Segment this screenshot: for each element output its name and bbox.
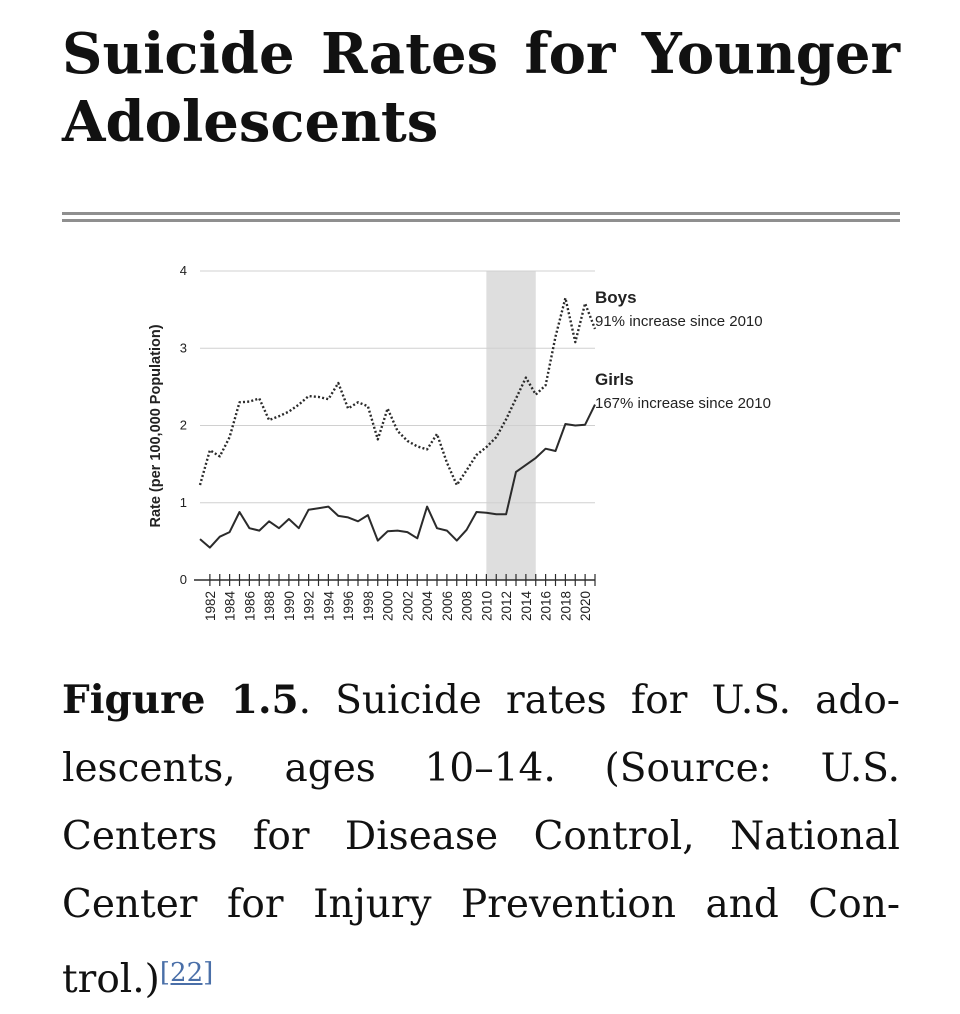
x-tick-label: 2010 bbox=[479, 591, 494, 621]
x-tick-label: 2008 bbox=[460, 591, 475, 621]
x-tick-label: 1990 bbox=[282, 591, 297, 621]
series-line-girls bbox=[199, 404, 596, 549]
suicide-rates-chart: 0 1 2 3 4 1982 1984 1986 1988 1990 1992 1994 1996 19… bbox=[148, 263, 771, 622]
x-tick-label: 1986 bbox=[242, 591, 257, 621]
x-tick-label: 1994 bbox=[321, 591, 336, 622]
x-tick-label: 2002 bbox=[400, 591, 415, 621]
title-rule-bottom bbox=[62, 219, 900, 222]
figure-label: Figure 1.5 bbox=[62, 677, 299, 723]
legend-title-boys: Boys bbox=[595, 288, 637, 307]
y-tick-label: 4 bbox=[180, 263, 187, 278]
x-tick-label: 1984 bbox=[223, 591, 238, 622]
legend-title-girls: Girls bbox=[595, 370, 634, 389]
y-axis-label: Rate (per 100,000 Population) bbox=[148, 324, 164, 527]
x-tick-label: 2014 bbox=[519, 591, 534, 622]
x-tick-label: 2016 bbox=[539, 591, 554, 621]
x-tick-label: 2020 bbox=[578, 591, 593, 621]
x-tick-label: 1996 bbox=[341, 591, 356, 621]
x-tick-label: 1988 bbox=[262, 591, 277, 621]
y-tick-label: 3 bbox=[180, 340, 187, 355]
y-tick-label: 0 bbox=[180, 572, 187, 587]
x-tick-label: 1982 bbox=[203, 591, 218, 621]
title-rule-top bbox=[62, 212, 900, 215]
caption-text: . Suicide rates for U.S. ado-lescents, a… bbox=[62, 678, 900, 1002]
section-title: Suicide Rates for Younger Adolescents bbox=[62, 21, 900, 155]
x-tick-label: 1992 bbox=[302, 591, 317, 621]
x-tick-label: 2004 bbox=[420, 591, 435, 622]
y-tick-label: 1 bbox=[180, 495, 187, 510]
x-tick-label: 1998 bbox=[361, 591, 376, 621]
x-tick-label: 2018 bbox=[558, 591, 573, 621]
x-tick-label: 2006 bbox=[440, 591, 455, 621]
legend-note-boys: 91% increase since 2010 bbox=[595, 313, 763, 330]
figure-caption: Figure 1.5. Suicide rates for U.S. ado-l… bbox=[62, 666, 900, 1014]
legend-note-girls: 167% increase since 2010 bbox=[595, 395, 771, 412]
reference-link[interactable]: [22] bbox=[159, 958, 214, 988]
x-tick-label: 2000 bbox=[381, 591, 396, 621]
y-tick-label: 2 bbox=[180, 418, 187, 433]
x-tick-label: 2012 bbox=[499, 591, 514, 621]
